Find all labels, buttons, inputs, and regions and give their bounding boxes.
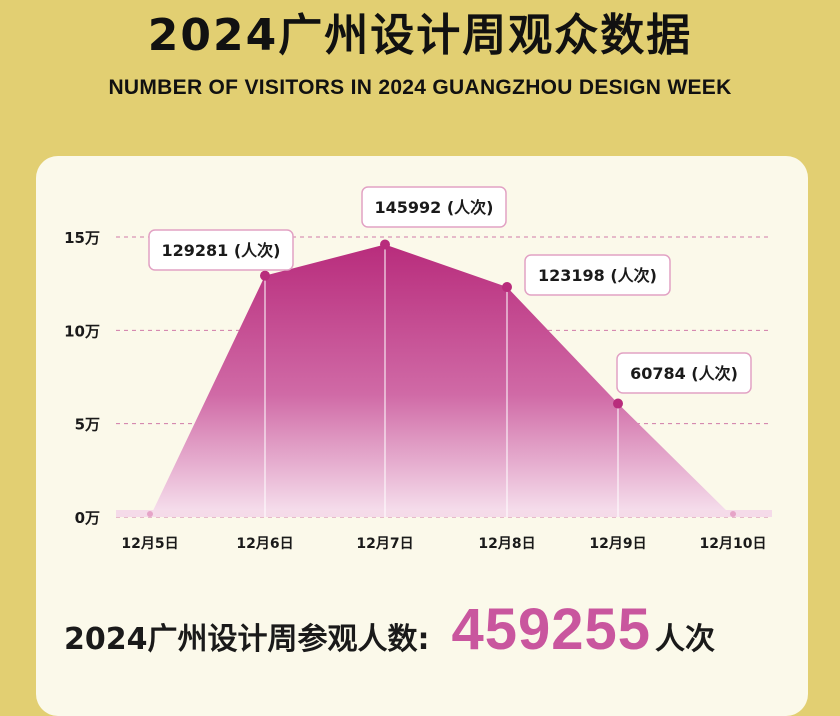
data-label: 129281 (人次) (162, 241, 281, 260)
y-tick-label: 0万 (75, 509, 100, 527)
data-label: 60784 (人次) (630, 364, 738, 383)
y-tick-label: 15万 (64, 229, 100, 247)
baseline-band (116, 510, 772, 517)
data-point (147, 511, 153, 517)
data-label-box (361, 186, 507, 228)
x-tick-label: 12月8日 (478, 536, 535, 552)
data-point (502, 282, 512, 293)
x-tick-label: 12月6日 (236, 536, 293, 552)
visitors-area-chart: 0万 5万 10万 15万 129281 (人次) 145992 (人次) 123198 (… (64, 186, 772, 552)
data-label: 145992 (人次) (375, 198, 494, 217)
x-tick-label: 12月10日 (700, 536, 767, 552)
area-fill (116, 244, 772, 517)
data-label-box (616, 352, 752, 394)
data-point (613, 398, 623, 409)
data-point (260, 270, 270, 281)
data-point (730, 511, 736, 517)
x-tick-label: 12月7日 (356, 536, 413, 552)
y-tick-label: 10万 (64, 322, 100, 340)
y-tick-label: 5万 (75, 416, 100, 434)
total-unit: 人次 (655, 622, 716, 657)
page-subtitle: NUMBER OF VISITORS IN 2024 GUANGZHOU DES… (108, 76, 732, 99)
x-tick-label: 12月5日 (121, 536, 178, 552)
data-label: 123198 (人次) (538, 266, 657, 285)
total-label: 2024广州设计周参观人数: (64, 622, 430, 657)
data-label-box (148, 229, 294, 271)
x-tick-label: 12月9日 (589, 536, 646, 552)
data-label-box (524, 254, 671, 296)
data-point (380, 239, 390, 250)
page-title: 2024广州设计周观众数据 (147, 10, 693, 61)
chart-card: 0万 5万 10万 15万 129281 (人次) 145992 (人次) 123198 (… (36, 156, 808, 716)
total-value: 459255 (451, 597, 652, 662)
total-visitors: 2024广州设计周参观人数: 459255 人次 (64, 596, 715, 668)
